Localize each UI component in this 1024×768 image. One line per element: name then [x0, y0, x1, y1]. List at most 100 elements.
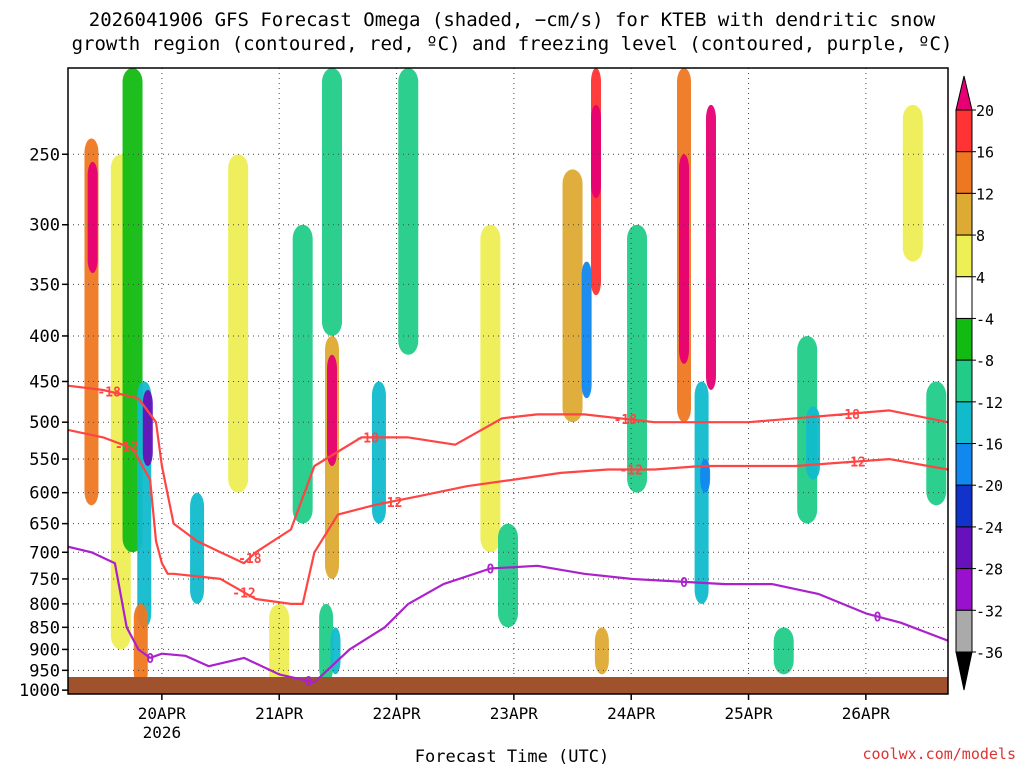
contour-label: 0: [305, 675, 313, 690]
contour-label: -12: [232, 586, 255, 601]
x-tick-label: 23APR: [490, 704, 539, 723]
omega-cell: [694, 381, 709, 604]
x-tick-label: 22APR: [372, 704, 421, 723]
colorbar-label: -8: [976, 352, 994, 370]
colorbar-label: -12: [976, 394, 1003, 412]
y-tick-label: 350: [29, 275, 60, 295]
y-tick-label: 250: [29, 145, 60, 165]
omega-cell: [705, 104, 716, 390]
colorbar-box: [955, 234, 973, 278]
y-tick-label: 700: [29, 543, 60, 563]
colorbar-box: [955, 276, 973, 319]
omega-cell: [142, 389, 153, 467]
colorbar-box: [955, 401, 973, 445]
contour-label: -12: [619, 463, 642, 478]
colorbar-label: -36: [976, 644, 1003, 662]
colorbar-label: -20: [976, 477, 1003, 495]
omega-cell: [330, 627, 341, 675]
y-tick-label: 500: [29, 413, 60, 433]
omega-cell: [87, 161, 98, 274]
colorbar-box: [955, 609, 973, 653]
omega-cell: [591, 104, 601, 199]
x-tick-label: 26APR: [842, 704, 891, 723]
y-tick-label: 400: [29, 327, 60, 347]
y-tick-label: 1000: [19, 681, 60, 701]
colorbar-label: 8: [976, 227, 985, 245]
chart-title-line2: growth region (contoured, red, ºC) and f…: [71, 33, 953, 55]
y-tick-label: 450: [29, 372, 60, 392]
colorbar-label: 4: [976, 269, 985, 287]
contour-label: 0: [486, 562, 494, 577]
colorbar-label: -28: [976, 561, 1003, 579]
omega-cell: [581, 261, 592, 399]
colorbar-label: -24: [976, 519, 1003, 537]
x-tick-sublabel: 2026: [143, 723, 182, 742]
omega-cell: [371, 381, 386, 524]
chart-title-line1: 2026041906 GFS Forecast Omega (shaded, −…: [88, 9, 936, 31]
colorbar-box: [955, 568, 973, 611]
omega-cell: [806, 406, 821, 480]
contour-line: [68, 384, 948, 565]
ground-terrain: [68, 677, 948, 694]
contour-label: -18: [355, 431, 379, 446]
omega-cell: [319, 603, 334, 683]
contour-label: -18: [614, 413, 638, 428]
colorbar-bottom-arrow: [955, 651, 973, 691]
y-tick-label: 800: [29, 595, 60, 615]
colorbar-label: -32: [976, 602, 1003, 620]
omega-cell: [228, 154, 249, 493]
omega-cell: [327, 354, 337, 467]
contour-line: [68, 545, 948, 684]
y-tick-label: 900: [29, 640, 60, 660]
omega-cell: [322, 68, 342, 336]
colorbar-label: 12: [976, 185, 994, 203]
y-tick-label: 850: [29, 618, 60, 638]
site-credit: coolwx.com/models: [862, 745, 1016, 763]
contour-label: -12: [379, 496, 402, 511]
colorbar-box: [955, 317, 973, 361]
y-tick-label: 600: [29, 484, 60, 504]
colorbar-top-arrow: [955, 75, 973, 111]
x-tick-label: 25APR: [724, 704, 773, 723]
omega-cell: [269, 603, 290, 691]
contour-label: -12: [115, 440, 138, 455]
y-tick-label: 750: [29, 570, 60, 590]
colorbar-box: [955, 192, 973, 236]
contour-line: [68, 428, 948, 606]
contour-label: -18: [97, 385, 121, 400]
x-tick-label: 24APR: [607, 704, 656, 723]
colorbar-label: 16: [976, 144, 994, 162]
colorbar-box: [955, 443, 973, 486]
omega-cell: [292, 224, 313, 524]
contour-label: -12: [842, 456, 865, 471]
contour-label: 0: [146, 652, 154, 667]
contour-label: -18: [837, 408, 861, 423]
omega-cell: [562, 169, 583, 423]
colorbar-label: -4: [976, 310, 994, 328]
y-tick-label: 300: [29, 216, 60, 236]
y-tick-label: 950: [29, 661, 60, 681]
colorbar-box: [955, 151, 973, 194]
omega-cell: [480, 224, 501, 553]
colorbar-box: [955, 109, 973, 153]
x-tick-label: 20APR: [138, 704, 187, 723]
omega-cell: [926, 381, 947, 506]
omega-cell: [594, 627, 609, 675]
contour-label: 0: [874, 611, 882, 626]
omega-cell: [627, 224, 648, 493]
x-axis-title: Forecast Time (UTC): [414, 747, 610, 767]
omega-cell: [679, 154, 689, 364]
omega-cell: [902, 104, 923, 262]
y-tick-label: 550: [29, 450, 60, 470]
omega-cell: [190, 492, 205, 604]
x-tick-label: 21APR: [255, 704, 304, 723]
omega-cell: [133, 603, 148, 687]
omega-cell: [773, 627, 794, 675]
omega-cell: [498, 523, 518, 628]
colorbar-box: [955, 526, 973, 570]
y-tick-label: 650: [29, 515, 60, 535]
contour-label: 0: [680, 576, 688, 591]
colorbar-box: [955, 359, 973, 403]
colorbar-label: -16: [976, 436, 1003, 454]
